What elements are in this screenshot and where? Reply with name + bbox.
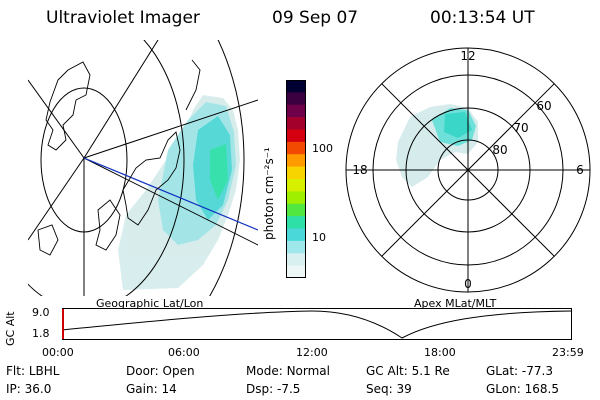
terminator-line xyxy=(83,157,258,231)
info-mode: Mode: Normal xyxy=(246,364,330,378)
colorbar-band xyxy=(286,240,306,254)
colorbar-band xyxy=(286,129,306,143)
colorbar-frame xyxy=(286,80,306,278)
colorbar-band xyxy=(286,191,306,205)
geographic-map xyxy=(28,40,258,296)
info-glat: GLat: -77.3 xyxy=(486,364,553,378)
colorbar-tick-10: 10 xyxy=(312,231,326,244)
coastline xyxy=(37,59,201,256)
colorbar xyxy=(286,80,306,279)
colorbar-band xyxy=(286,166,306,180)
date-label: 09 Sep 07 xyxy=(272,8,359,28)
info-gc-alt: GC Alt: 5.1 Re xyxy=(366,364,450,378)
altitude-ytick-high: 9.0 xyxy=(32,306,50,319)
mlt-label-12: 12 xyxy=(460,49,475,63)
xtick-2359: 23:59 xyxy=(552,346,584,359)
geo-emission-blob xyxy=(118,95,240,290)
colorbar-band xyxy=(286,216,306,229)
colorbar-band xyxy=(286,179,306,192)
colorbar-band xyxy=(286,253,306,267)
colorbar-gradient xyxy=(286,80,306,279)
colorbar-tick-100: 100 xyxy=(312,142,333,155)
polar-emission-blob xyxy=(396,104,478,187)
polar-plot: 12 18 6 0 60 70 80 xyxy=(345,47,591,293)
colorbar-band xyxy=(286,80,306,93)
mlt-label-6: 6 xyxy=(576,163,584,177)
altitude-plot-frame xyxy=(62,308,572,340)
xtick-0000: 00:00 xyxy=(42,346,74,359)
time-label: 00:13:54 UT xyxy=(430,8,535,28)
info-glon: GLon: 168.5 xyxy=(486,382,559,396)
colorbar-band xyxy=(286,265,306,279)
altitude-ylabel: GC Alt xyxy=(4,311,17,346)
altitude-plot xyxy=(62,308,572,340)
xtick-1800: 18:00 xyxy=(424,346,456,359)
info-gain: Gain: 14 xyxy=(126,382,177,396)
info-dsp: Dsp: -7.5 xyxy=(246,382,301,396)
geo-grid xyxy=(28,40,258,296)
polar-panel-label: Apex MLat/MLT xyxy=(414,297,497,310)
colorbar-band xyxy=(286,104,306,118)
xtick-1200: 12:00 xyxy=(296,346,328,359)
colorbar-band xyxy=(286,117,306,130)
colorbar-band xyxy=(286,228,306,242)
colorbar-band xyxy=(286,203,306,217)
altitude-ytick-low: 1.8 xyxy=(32,327,50,340)
mlt-label-18: 18 xyxy=(352,163,367,177)
colorbar-band xyxy=(286,154,306,168)
mlt-label-0: 0 xyxy=(464,277,472,291)
lat-label-70: 70 xyxy=(513,121,528,135)
info-flt: Flt: LBHL xyxy=(6,364,60,378)
colorbar-unit-label: photon cm⁻²s⁻¹ xyxy=(262,147,276,240)
instrument-title: Ultraviolet Imager xyxy=(46,8,200,28)
geo-panel-label: Geographic Lat/Lon xyxy=(96,297,204,310)
colorbar-band xyxy=(286,92,306,106)
info-ip: IP: 36.0 xyxy=(6,382,52,396)
polar-grid xyxy=(345,47,591,293)
info-door: Door: Open xyxy=(126,364,195,378)
colorbar-band xyxy=(286,141,306,155)
altitude-curve xyxy=(62,310,572,339)
info-seq: Seq: 39 xyxy=(366,382,412,396)
lat-label-80: 80 xyxy=(492,143,507,157)
xtick-0600: 06:00 xyxy=(168,346,200,359)
lat-label-60: 60 xyxy=(536,99,551,113)
